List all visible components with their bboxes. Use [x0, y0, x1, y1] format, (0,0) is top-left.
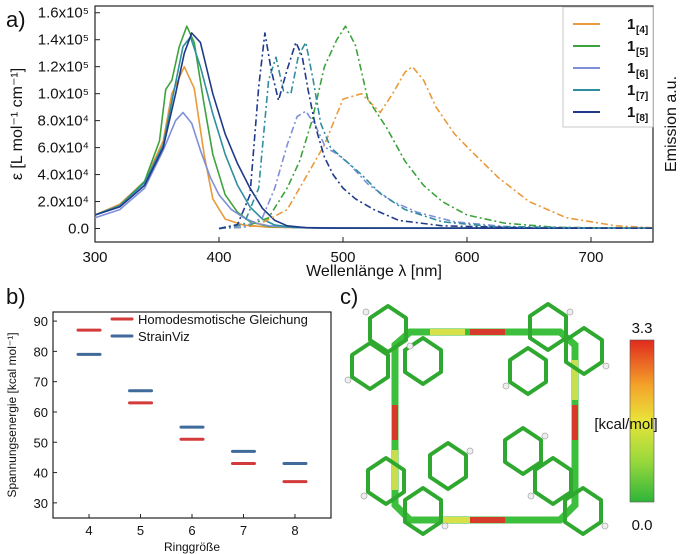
phenyl-ring [368, 304, 408, 354]
a-ytick-label: 2.0x10⁴ [38, 194, 89, 211]
absorption-line-8 [94, 32, 654, 229]
hydrogen-atom [566, 308, 574, 316]
a-ytick-label: 1.2x10⁵ [38, 59, 89, 76]
a-xaxis-label: Wellenlänge λ [nm] [306, 263, 442, 280]
legend-a: 1 [4]1 [5]1 [6]1 [7]1 [8] [562, 6, 654, 128]
b-ytick-label: 30 [34, 496, 48, 511]
legend-a-subscript: [6] [636, 69, 648, 80]
panel-c-label: c) [340, 284, 358, 309]
legend-a-subscript: [8] [636, 113, 648, 124]
phenyl-ring [403, 486, 443, 536]
absorption-line-6 [94, 111, 654, 229]
b-xtick-label: 4 [85, 523, 92, 538]
legend-a-label: 1 [627, 60, 635, 77]
b-yaxis-label: Spannungsenergie [kcal mol⁻¹] [5, 332, 19, 497]
phenyl-ring [533, 456, 573, 506]
plot-frame-b [52, 311, 332, 519]
a-ytick-label: 1.6x10⁵ [38, 5, 89, 22]
legend-a-label: 1 [627, 104, 635, 121]
hydrogen-atom [527, 492, 535, 500]
a-ytick-label: 1.4x10⁵ [38, 32, 89, 49]
legend-a-label: 1 [627, 16, 635, 33]
emission-line-6 [218, 110, 654, 230]
hydrogen-atom [362, 308, 370, 316]
a-xtick-label: 700 [578, 249, 603, 266]
legend-a-label: 1 [627, 82, 635, 99]
b-ytick-label: 60 [34, 405, 48, 420]
b-xtick-label: 5 [137, 523, 144, 538]
phenyl-ring [403, 336, 443, 386]
hydrogen-atom [466, 447, 474, 455]
phenyl-ring [428, 441, 468, 491]
hydrogen-atom [441, 522, 449, 530]
b-ytick-label: 70 [34, 375, 48, 390]
b-ytick-label: 80 [34, 344, 48, 359]
legend-b: Homodesmotische Gleichung StrainViz [110, 312, 308, 344]
phenyl-ring [564, 326, 604, 376]
legend-a-subscript: [5] [636, 47, 648, 58]
a-yaxis-label: ε [L mol⁻¹ cm⁻¹] [9, 68, 26, 180]
panel-b-label: b) [6, 284, 26, 309]
a-ytick-label: 1.0x10⁵ [38, 86, 89, 103]
hydrogen-atom [602, 362, 610, 370]
absorption-emission-chart: 300 400 500 600 700 0.0 2.0x10⁴ 4.0x10⁴ 6.0x10⁴… [38, 5, 654, 266]
hydrogen-atom [502, 382, 510, 390]
emission-line-4 [218, 65, 654, 230]
b-ytick-label: 90 [34, 314, 48, 329]
phenyl-ring [563, 486, 603, 536]
panel-a-label: a) [6, 7, 26, 32]
phenyl-ring [366, 456, 406, 506]
a-ytick-label: 0.0 [68, 221, 89, 238]
legend-b-label: StrainViz [138, 329, 190, 344]
a-xtick-label: 300 [82, 249, 107, 266]
a-xtick-label: 600 [454, 249, 479, 266]
a-ytick-label: 8.0x10⁴ [38, 113, 89, 130]
emission-line-8 [218, 32, 654, 230]
hydrogen-atom [541, 432, 549, 440]
phenyl-ring [508, 346, 548, 396]
hydrogen-atom [406, 342, 414, 350]
colorbar-max-label: 3.3 [632, 320, 653, 337]
emission-line-7 [218, 41, 654, 230]
molecule-rendering [344, 302, 610, 536]
colorbar [629, 339, 655, 503]
b-ytick-label: 40 [34, 466, 48, 481]
strain-energy-chart: 4 5 6 7 8 30 40 50 60 70 80 90 [34, 311, 332, 538]
a-ytick-label: 6.0x10⁴ [38, 140, 89, 157]
hydrogen-atom [344, 376, 352, 384]
a-right-axis-label: Emission a.u. [663, 76, 680, 172]
a-xtick-label: 400 [206, 249, 231, 266]
phenyl-ring [350, 341, 390, 391]
hydrogen-atom [601, 522, 609, 530]
legend-a-label: 1 [627, 38, 635, 55]
a-xtick-label: 500 [330, 249, 355, 266]
phenyl-ring [503, 426, 543, 476]
a-ytick-label: 4.0x10⁴ [38, 167, 89, 184]
phenyl-ring [528, 302, 568, 352]
hydrogen-atom [360, 492, 368, 500]
colorbar-min-label: 0.0 [632, 517, 653, 534]
b-xtick-label: 7 [240, 523, 247, 538]
legend-b-label: Homodesmotische Gleichung [138, 312, 308, 327]
b-xtick-label: 8 [291, 523, 298, 538]
emission-line-5 [218, 25, 654, 230]
legend-a-subscript: [4] [636, 25, 648, 36]
legend-a-subscript: [7] [636, 91, 648, 102]
b-ytick-label: 50 [34, 435, 48, 450]
b-xaxis-label: Ringgröße [164, 540, 220, 554]
b-xtick-label: 6 [188, 523, 195, 538]
colorbar-unit-label: [kcal/mol] [594, 416, 657, 433]
